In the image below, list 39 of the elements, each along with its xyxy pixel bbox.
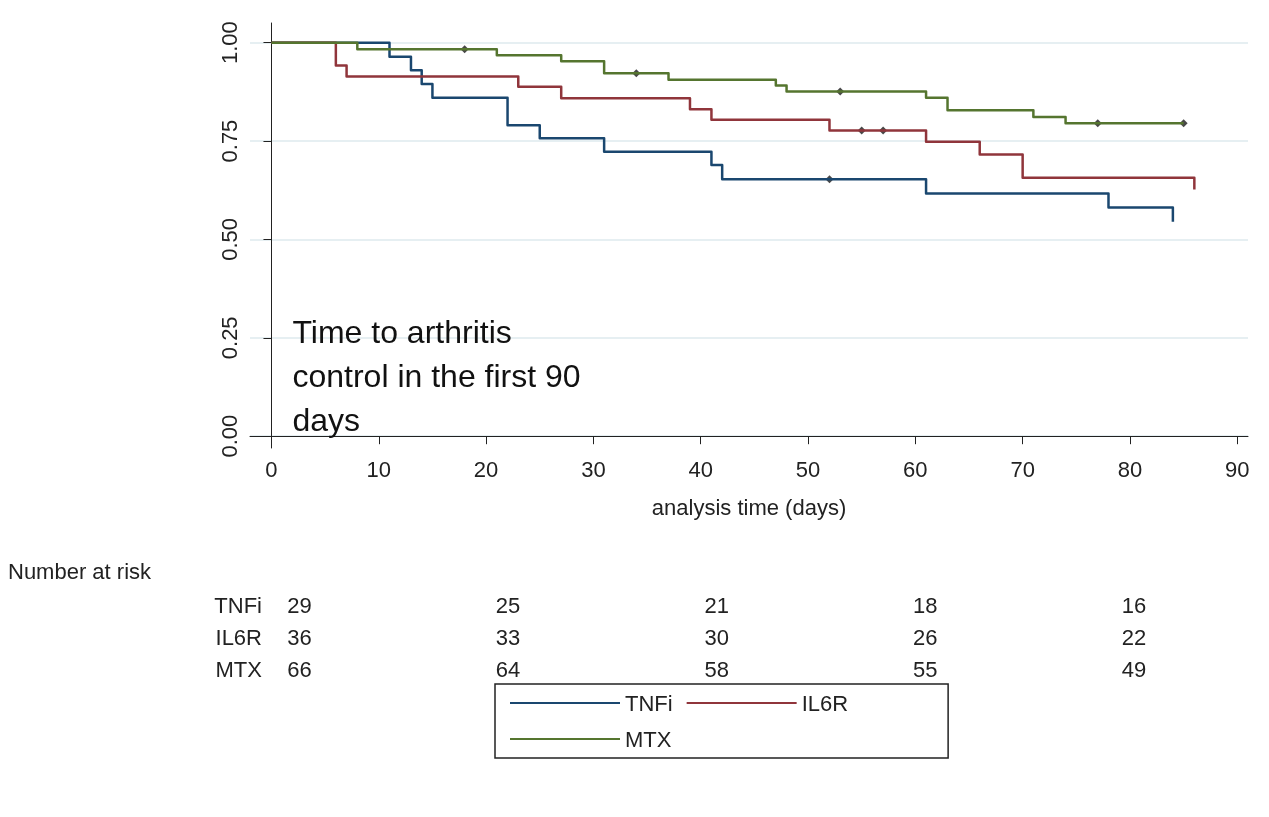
legend-label: TNFi	[625, 690, 673, 716]
text: 49	[1121, 656, 1147, 682]
text: 21	[704, 592, 729, 618]
x-tick-label: 20	[473, 456, 499, 482]
text: 22	[1121, 624, 1147, 650]
text: 33	[495, 624, 521, 650]
legend-label: MTX	[625, 726, 672, 752]
x-tick-label: 40	[688, 456, 713, 482]
text: Number at risk	[8, 558, 153, 584]
x-tick-label: 70	[1010, 456, 1035, 482]
y-tick-label: 1.00	[216, 21, 242, 65]
text: TNFi	[214, 592, 262, 618]
text: 36	[287, 624, 312, 650]
x-tick-label: 10	[366, 456, 392, 482]
x-tick-label: 60	[903, 456, 928, 482]
x-tick-label: 90	[1225, 456, 1250, 482]
text: 25	[495, 592, 521, 618]
y-tick-label: 0.25	[216, 316, 242, 360]
annotation: Time to arthritis control in the first 90 days	[292, 313, 590, 438]
y-tick-label: 0.50	[216, 218, 242, 261]
x-axis-title: analysis time (days)	[651, 494, 847, 520]
x-tick-label: 30	[581, 456, 606, 482]
text: 26	[913, 624, 938, 650]
text: 16	[1121, 592, 1147, 618]
text: 66	[287, 656, 312, 682]
x-tick-label: 50	[795, 456, 821, 482]
text: 18	[913, 592, 938, 618]
x-tick-label: 80	[1117, 456, 1143, 482]
text: IL6R	[215, 624, 262, 650]
text: 55	[913, 656, 938, 682]
text: 58	[704, 656, 729, 682]
text: 29	[287, 592, 312, 618]
x-tick-label: 0	[265, 456, 278, 482]
y-tick-label: 0.00	[216, 414, 242, 458]
text: MTX	[215, 656, 263, 682]
text: 30	[704, 624, 729, 650]
y-tick-label: 0.75	[216, 119, 242, 163]
legend-label: IL6R	[801, 690, 849, 716]
text: 64	[495, 656, 521, 682]
